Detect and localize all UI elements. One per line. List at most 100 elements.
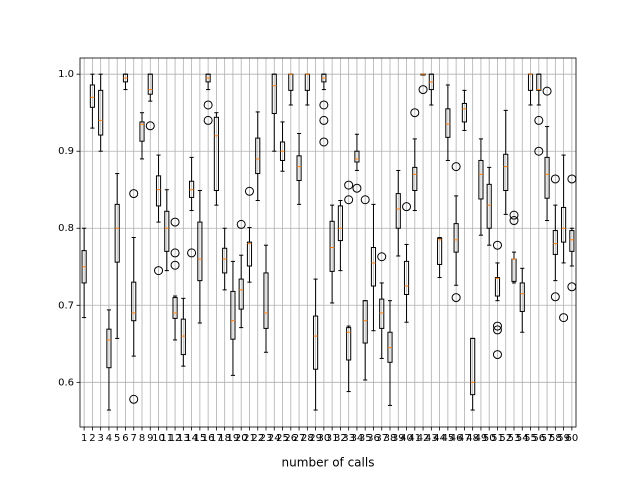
box xyxy=(519,282,525,312)
flier xyxy=(145,121,155,131)
box xyxy=(114,203,120,263)
x-tick-label: 15 xyxy=(193,433,206,444)
box xyxy=(329,220,335,272)
flier xyxy=(203,100,213,110)
x-tick-label: 46 xyxy=(450,433,463,444)
x-tick-label: 5 xyxy=(114,433,120,444)
flier xyxy=(344,180,354,190)
y-tick-label: 0.9 xyxy=(58,146,74,157)
flier xyxy=(451,162,461,172)
x-tick-label: 53 xyxy=(508,433,521,444)
x-tick-label: 23 xyxy=(260,433,273,444)
box xyxy=(370,247,377,287)
box xyxy=(98,89,104,136)
flier xyxy=(129,394,139,404)
flier xyxy=(534,146,544,156)
box xyxy=(263,272,269,329)
box xyxy=(486,183,492,229)
x-tick-label: 11 xyxy=(160,433,173,444)
x-tick-label: 54 xyxy=(516,433,529,444)
x-tick-label: 42 xyxy=(417,433,430,444)
flier xyxy=(492,350,502,360)
x-tick-label: 28 xyxy=(301,433,314,444)
box xyxy=(437,237,443,265)
x-tick-label: 25 xyxy=(276,433,289,444)
flier xyxy=(170,260,180,270)
box xyxy=(172,297,178,319)
box xyxy=(379,298,385,329)
box xyxy=(569,230,575,252)
y-tick-label: 0.6 xyxy=(58,377,74,388)
x-tick-label: 52 xyxy=(499,433,512,444)
x-tick-label: 7 xyxy=(131,433,137,444)
x-tick-label: 1 xyxy=(81,433,87,444)
x-tick-label: 14 xyxy=(185,433,198,444)
flier xyxy=(492,240,502,250)
x-tick-label: 18 xyxy=(218,433,231,444)
box xyxy=(561,206,567,243)
plot-frame xyxy=(79,57,577,428)
box xyxy=(106,328,112,369)
x-tick-label: 49 xyxy=(475,433,488,444)
x-tick-label: 6 xyxy=(122,433,128,444)
box xyxy=(238,278,244,310)
x-tick-label: 32 xyxy=(334,433,347,444)
flier xyxy=(319,115,329,125)
flier xyxy=(352,183,362,193)
flier xyxy=(542,86,552,96)
x-tick-label: 60 xyxy=(565,433,578,444)
x-tick-label: 58 xyxy=(549,433,562,444)
box xyxy=(445,108,451,138)
x-tick-label: 47 xyxy=(458,433,471,444)
x-tick-label: 21 xyxy=(243,433,256,444)
flier xyxy=(203,115,213,125)
x-tick-label: 35 xyxy=(359,433,372,444)
x-tick-label: 12 xyxy=(169,433,182,444)
box xyxy=(412,166,418,192)
flier xyxy=(344,195,354,205)
flier xyxy=(492,321,502,331)
x-tick-label: 2 xyxy=(89,433,95,444)
box xyxy=(164,210,170,252)
flier xyxy=(492,325,502,335)
x-tick-label: 56 xyxy=(532,433,545,444)
box xyxy=(89,84,95,108)
x-tick-label: 4 xyxy=(106,433,112,444)
x-tick-label: 3 xyxy=(97,433,103,444)
box xyxy=(139,121,145,142)
x-tick-label: 51 xyxy=(491,433,504,444)
box xyxy=(362,300,368,344)
flier xyxy=(244,186,254,196)
box xyxy=(213,116,219,192)
flier xyxy=(377,252,387,262)
flier xyxy=(534,115,544,125)
box xyxy=(147,73,153,95)
box xyxy=(470,337,476,396)
flier xyxy=(567,174,577,184)
x-tick-label: 38 xyxy=(384,433,397,444)
flier xyxy=(319,100,329,110)
x-tick-label: 29 xyxy=(309,433,322,444)
box xyxy=(494,277,501,297)
x-tick-label: 50 xyxy=(483,433,496,444)
x-axis-label: number of calls xyxy=(282,456,375,470)
box xyxy=(296,155,302,181)
box xyxy=(453,223,459,253)
x-tick-label: 36 xyxy=(367,433,380,444)
x-tick-label: 13 xyxy=(177,433,190,444)
x-tick-label: 33 xyxy=(342,433,355,444)
x-tick-label: 44 xyxy=(433,433,446,444)
x-tick-label: 40 xyxy=(400,433,413,444)
x-tick-label: 59 xyxy=(557,433,570,444)
flier xyxy=(187,248,197,258)
x-tick-label: 48 xyxy=(466,433,479,444)
x-tick-label: 55 xyxy=(524,433,537,444)
y-tick-label: 1.0 xyxy=(58,69,74,80)
y-tick-label: 0.7 xyxy=(58,300,74,311)
box xyxy=(255,137,261,175)
y-tick-label: 0.8 xyxy=(58,223,74,234)
flier xyxy=(559,313,569,323)
flier xyxy=(402,202,412,212)
box xyxy=(536,73,542,91)
